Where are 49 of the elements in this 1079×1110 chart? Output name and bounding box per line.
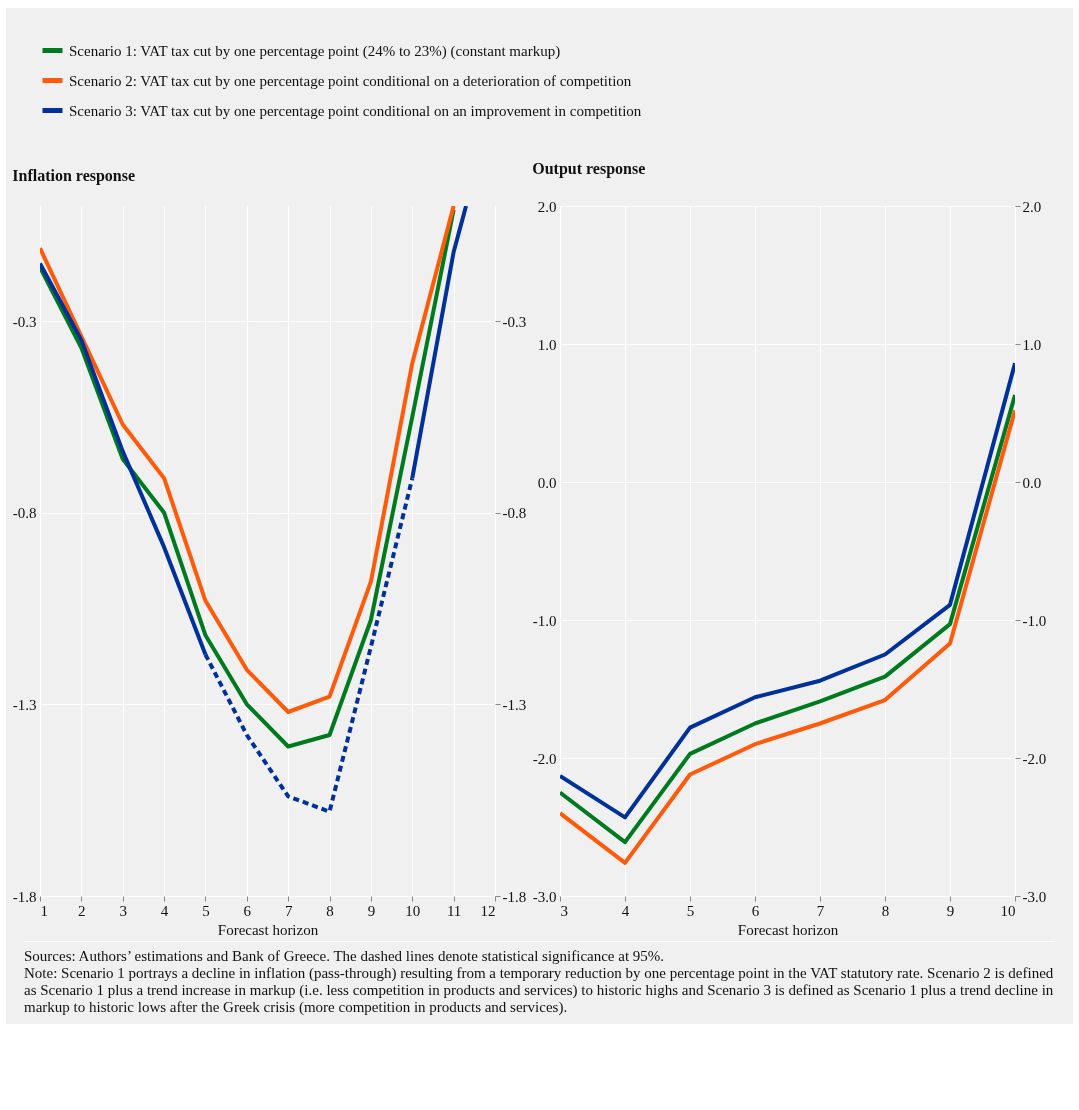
x-tick-label: 5: [202, 902, 210, 919]
legend-label: Scenario 3: VAT tax cut by one percentage point conditional on an improvement in competition: [69, 102, 642, 119]
y2-tick-label: -3.0: [1022, 888, 1047, 905]
y2-tick-label: 1.0: [1022, 336, 1042, 353]
x-tick-label: 7: [284, 902, 293, 919]
chart-title: Inflation response: [12, 167, 136, 185]
text: Note: Scenario 1 portrays a decline in inflation (pass-through) resulting from a temporary reduction by one percentage point in the VAT statutory rate. Scenario 2 is defined as Scenario 1 plus a trend increase in markup (i.e. less competition in products and services) to historic highs and Scenario 3 is defined as Scenario 1 plus a trend decline in markup to historic lows after the Greek crisis (more competition in products and services).: [24, 965, 1055, 1016]
x-tick-label: 10: [1000, 902, 1016, 919]
x-tick-label: 3: [560, 902, 568, 919]
y-tick-label: -1.0: [532, 612, 557, 629]
y2-tick-label: -1.0: [1022, 612, 1047, 629]
x-axis-title: Forecast horizon: [737, 921, 839, 938]
x-tick-label: 8: [881, 902, 890, 919]
x-tick-label: 6: [751, 902, 760, 919]
y2-tick-label: -2.0: [1022, 750, 1047, 767]
x-axis-title: Forecast horizon: [217, 921, 319, 938]
x-tick-label: 4: [621, 902, 630, 919]
x-tick-label: 4: [160, 902, 169, 919]
y-tick-label: -0.8: [12, 505, 37, 522]
y2-tick-label: -1.3: [502, 696, 527, 713]
y2-tick-label: 0.0: [1022, 474, 1042, 491]
y2-tick-label: -1.8: [502, 888, 527, 905]
chart-title: Output response: [532, 160, 646, 178]
y-tick-label: -1.8: [12, 888, 37, 905]
legend-label: Scenario 2: VAT tax cut by one percentage point conditional on a deterioration of competition: [69, 72, 632, 89]
y-tick-label: 0.0: [537, 474, 557, 491]
source-note: Sources: Authors’ estimations and Bank of Greece. The dashed lines denote statistical significance at 95%.: [24, 948, 666, 965]
x-tick-label: 5: [686, 902, 695, 919]
legend-label: Scenario 1: VAT tax cut by one percentage point (24% to 23%) (constant markup): [69, 42, 561, 60]
x-tick-label: 1: [40, 902, 48, 919]
y-tick-label: -3.0: [532, 888, 557, 905]
y-tick-label: 1.0: [537, 336, 557, 353]
y-tick-label: -0.3: [12, 313, 37, 330]
x-tick-label: 6: [243, 902, 252, 919]
y-tick-label: -2.0: [532, 750, 557, 767]
x-tick-label: 8: [326, 902, 334, 919]
y-tick-label: 2.0: [537, 198, 557, 215]
x-tick-label: 10: [405, 902, 421, 919]
y2-tick-label: -0.3: [502, 313, 527, 330]
y-tick-label: -1.3: [12, 696, 37, 713]
x-tick-label: 11: [446, 902, 462, 919]
x-tick-label: 7: [816, 902, 825, 919]
x-tick-label: 9: [367, 902, 376, 919]
x-tick-label: 2: [78, 902, 86, 919]
y2-tick-label: -0.8: [502, 505, 527, 522]
x-tick-label: 3: [119, 902, 127, 919]
x-tick-label: 9: [946, 902, 955, 919]
y2-tick-label: 2.0: [1022, 198, 1042, 215]
x-tick-label: 12: [480, 902, 496, 919]
